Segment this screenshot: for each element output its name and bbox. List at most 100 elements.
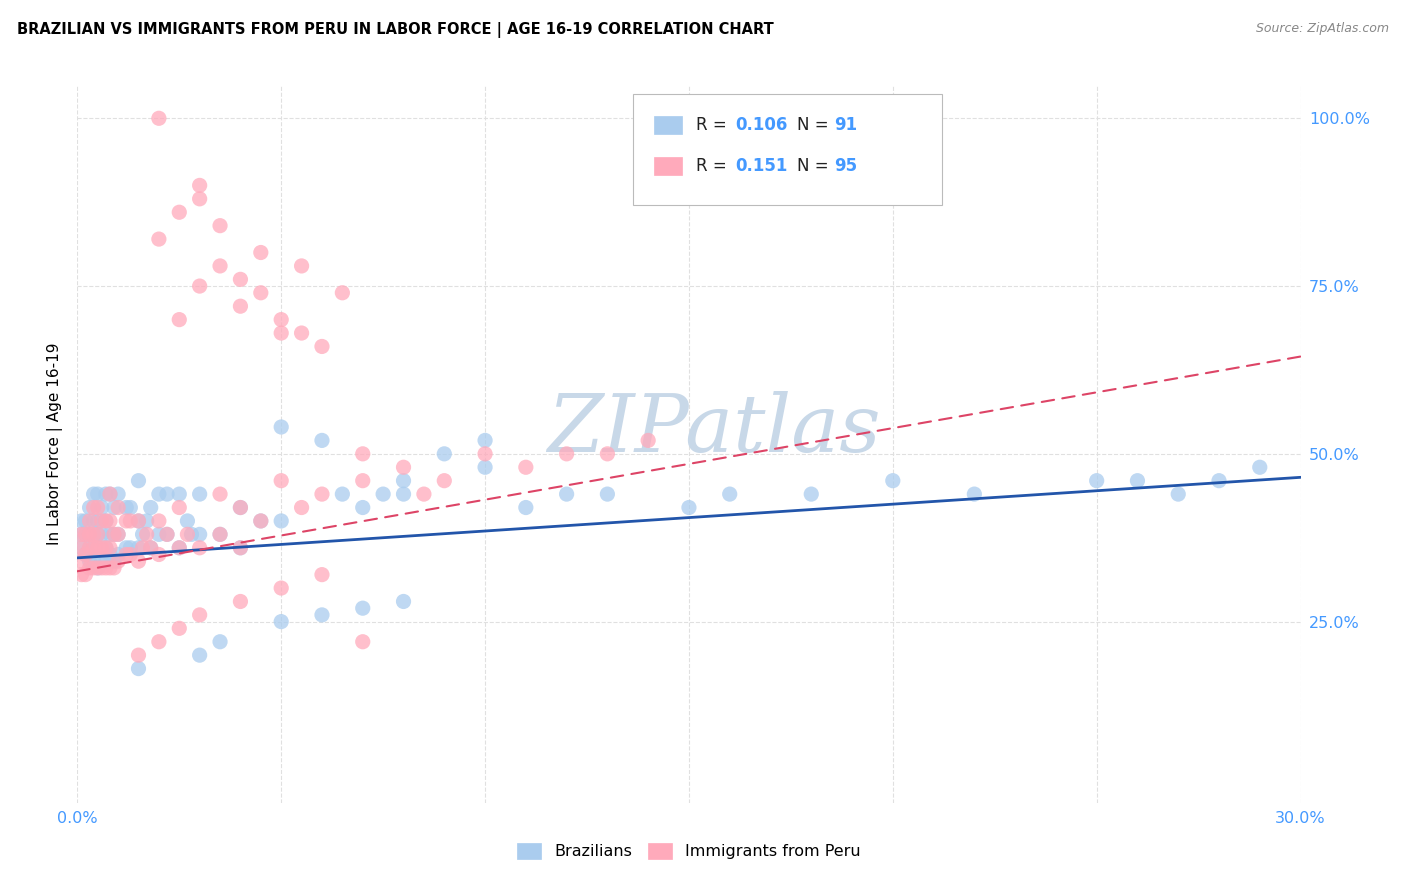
Text: N =: N = bbox=[797, 157, 834, 175]
Point bbox=[270, 615, 292, 629]
Point bbox=[882, 474, 904, 488]
Point bbox=[148, 548, 170, 562]
Point bbox=[188, 178, 211, 193]
Point bbox=[87, 527, 110, 541]
Point bbox=[229, 272, 252, 286]
Point bbox=[156, 527, 179, 541]
Point bbox=[250, 285, 273, 300]
Point bbox=[120, 500, 142, 515]
Point bbox=[94, 514, 117, 528]
Point bbox=[94, 487, 117, 501]
Point bbox=[311, 607, 333, 622]
Point bbox=[270, 514, 292, 528]
Point bbox=[180, 527, 202, 541]
Point bbox=[90, 541, 112, 555]
Point bbox=[392, 460, 415, 475]
Point bbox=[127, 474, 149, 488]
Point bbox=[75, 527, 97, 541]
Point bbox=[169, 500, 191, 515]
Point bbox=[70, 541, 93, 555]
Point bbox=[596, 447, 619, 461]
Point bbox=[1208, 474, 1230, 488]
Point bbox=[555, 447, 578, 461]
Point bbox=[127, 662, 149, 676]
Point bbox=[87, 500, 110, 515]
Point bbox=[75, 548, 97, 562]
Point bbox=[352, 601, 374, 615]
Point bbox=[79, 527, 101, 541]
Point bbox=[70, 554, 93, 568]
Point bbox=[98, 527, 121, 541]
Point bbox=[103, 500, 125, 515]
Point bbox=[98, 487, 121, 501]
Point bbox=[229, 541, 252, 555]
Point bbox=[139, 541, 162, 555]
Point bbox=[188, 527, 211, 541]
Point bbox=[83, 561, 105, 575]
Point bbox=[596, 487, 619, 501]
Y-axis label: In Labor Force | Age 16-19: In Labor Force | Age 16-19 bbox=[48, 343, 63, 545]
Point bbox=[169, 312, 191, 326]
Point bbox=[87, 527, 110, 541]
Point bbox=[229, 299, 252, 313]
Point bbox=[176, 514, 198, 528]
Point bbox=[678, 500, 700, 515]
Text: R =: R = bbox=[696, 157, 737, 175]
Point bbox=[148, 514, 170, 528]
Point bbox=[115, 514, 138, 528]
Point bbox=[208, 527, 231, 541]
Point bbox=[94, 561, 117, 575]
Point bbox=[515, 500, 537, 515]
Point bbox=[94, 554, 117, 568]
Point bbox=[87, 487, 110, 501]
Point bbox=[169, 541, 191, 555]
Point bbox=[120, 548, 142, 562]
Point bbox=[188, 648, 211, 662]
Point bbox=[70, 514, 93, 528]
Point bbox=[229, 594, 252, 608]
Point bbox=[90, 554, 112, 568]
Point bbox=[90, 514, 112, 528]
Point bbox=[332, 285, 354, 300]
Point bbox=[148, 634, 170, 648]
Point bbox=[169, 541, 191, 555]
Point bbox=[188, 192, 211, 206]
Text: Source: ZipAtlas.com: Source: ZipAtlas.com bbox=[1256, 22, 1389, 36]
Point bbox=[208, 487, 231, 501]
Point bbox=[75, 548, 97, 562]
Point bbox=[90, 527, 112, 541]
Point bbox=[107, 527, 129, 541]
Point bbox=[87, 561, 110, 575]
Point bbox=[148, 232, 170, 246]
Point bbox=[94, 514, 117, 528]
Point bbox=[70, 541, 93, 555]
Point bbox=[433, 447, 456, 461]
Text: BRAZILIAN VS IMMIGRANTS FROM PERU IN LABOR FORCE | AGE 16-19 CORRELATION CHART: BRAZILIAN VS IMMIGRANTS FROM PERU IN LAB… bbox=[17, 22, 773, 38]
Point bbox=[127, 554, 149, 568]
Point bbox=[107, 487, 129, 501]
Point bbox=[98, 514, 121, 528]
Point bbox=[103, 527, 125, 541]
Point bbox=[103, 554, 125, 568]
Point bbox=[392, 487, 415, 501]
Point bbox=[188, 541, 211, 555]
Point bbox=[127, 648, 149, 662]
Point bbox=[332, 487, 354, 501]
Point bbox=[290, 500, 312, 515]
Point bbox=[156, 527, 179, 541]
Point bbox=[83, 541, 105, 555]
Point bbox=[83, 487, 105, 501]
Point bbox=[79, 561, 101, 575]
Point bbox=[208, 634, 231, 648]
Point bbox=[371, 487, 394, 501]
Point bbox=[270, 420, 292, 434]
Point bbox=[87, 541, 110, 555]
Point bbox=[229, 500, 252, 515]
Point bbox=[188, 279, 211, 293]
Point bbox=[79, 527, 101, 541]
Point bbox=[229, 541, 252, 555]
Point bbox=[131, 527, 153, 541]
Point bbox=[135, 527, 157, 541]
Point bbox=[290, 326, 312, 340]
Point bbox=[270, 474, 292, 488]
